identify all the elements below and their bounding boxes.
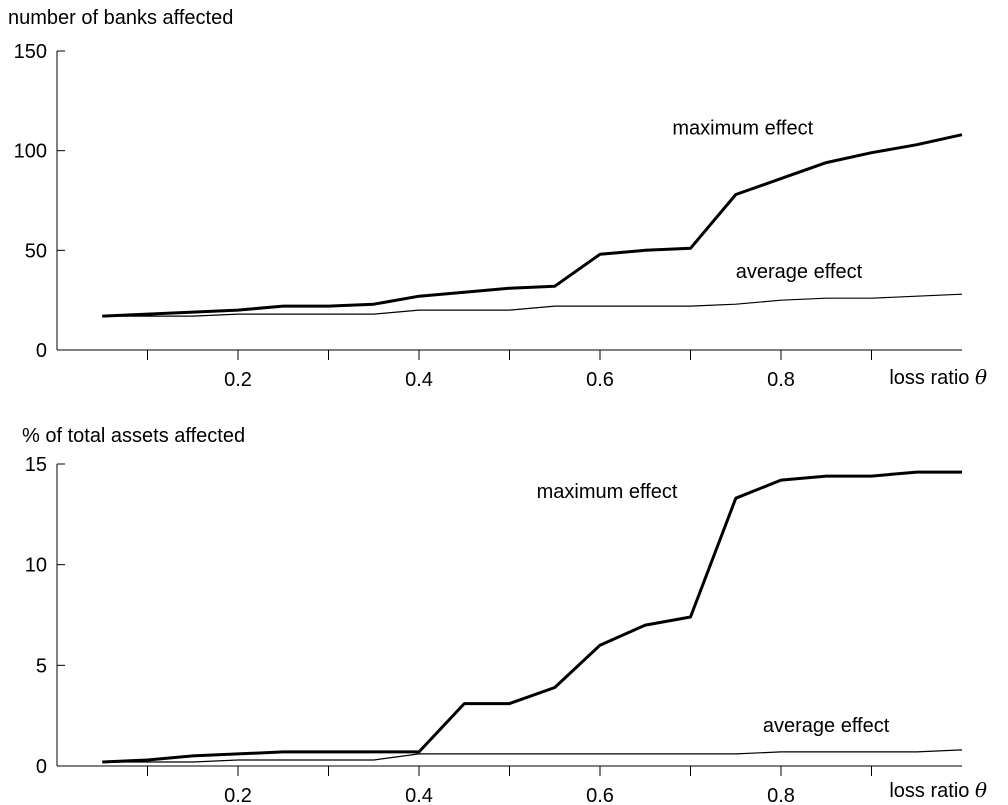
x-axis-label: loss ratio θ — [889, 365, 987, 389]
x-tick-label: 0.2 — [224, 785, 252, 805]
x-tick-label: 0.4 — [405, 369, 433, 391]
panel-banks-affected: 0 50 100 150 0.2 0.4 0.6 0.8 number of banks aff… — [8, 7, 987, 391]
y-axis-label: % of total assets affected — [22, 425, 245, 447]
y-tick-label: 10 — [25, 555, 47, 577]
y-tick-label: 50 — [25, 240, 47, 262]
x-axis-label: loss ratio θ — [889, 778, 987, 802]
x-tick-label: 0.6 — [586, 785, 614, 805]
x-tick-label: 0.2 — [224, 369, 252, 391]
x-tick-label: 0.8 — [767, 369, 795, 391]
panel-assets-affected: 0 5 10 15 0.2 0.4 0.6 0.8 % of total assets affe… — [22, 425, 987, 805]
series-line-average-effect — [102, 749, 963, 763]
series-label-average-effect: average effect — [736, 261, 863, 283]
y-tick-label: 15 — [25, 454, 47, 476]
x-tick-label: 0.4 — [405, 785, 433, 805]
series-label-maximum-effect: maximum effect — [672, 118, 813, 140]
y-tick-label: 0 — [36, 340, 47, 362]
series-line-maximum-effect — [102, 470, 962, 764]
y-tick-label: 5 — [36, 655, 47, 677]
series-label-average-effect: average effect — [763, 715, 890, 737]
x-tick-label: 0.8 — [767, 785, 795, 805]
y-tick-label: 100 — [14, 141, 47, 163]
series-line-maximum-effect — [102, 133, 963, 318]
series-line-average-effect — [102, 293, 963, 317]
y-axis-label: number of banks affected — [8, 7, 233, 29]
x-tick-label: 0.6 — [586, 369, 614, 391]
y-tick-label: 0 — [36, 756, 47, 778]
series-label-maximum-effect: maximum effect — [537, 481, 678, 503]
y-tick-label: 150 — [14, 41, 47, 63]
